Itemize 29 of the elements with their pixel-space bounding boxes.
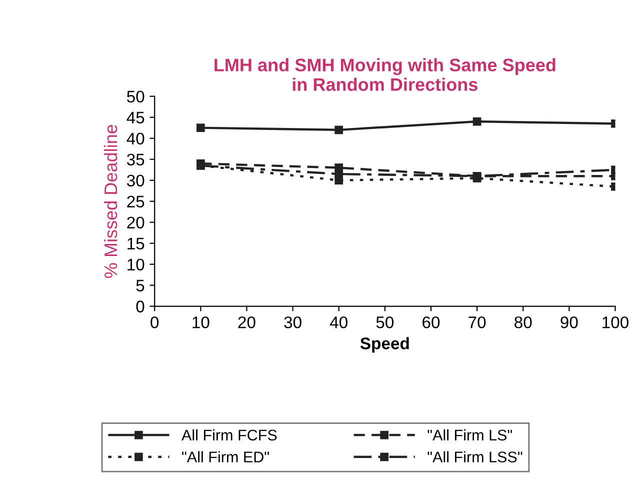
x-tick-label: 30 [284,316,302,328]
y-tick-label: 35 [126,154,144,166]
y-tick-label: 30 [126,174,144,187]
chart-title: LMH and SMH Moving with Same Speed in Random Directions [214,58,556,91]
legend-label: "All Firm LSS" [428,451,522,462]
x-tick-label: 80 [514,316,532,328]
x-tick-label: 20 [238,316,256,328]
y-tick-label: 10 [128,258,144,270]
legend-label: "All Firm LS" [428,429,512,441]
y-tick-label: 5 [136,280,144,292]
y-tick-label: 50 [127,90,144,103]
x-tick-label: 60 [422,316,440,328]
legend-label: "All Firm ED" [182,451,269,462]
y-tick-label: 45 [126,112,144,124]
y-tick-label: 25 [127,196,144,208]
x-tick-label: 50 [376,316,394,328]
y-tick-label: 0 [136,300,144,312]
x-axis-title: Speed [360,337,409,353]
x-tick-label: 90 [560,316,578,328]
x-tick-label: 40 [330,316,348,328]
y-tick-label: 20 [127,216,144,229]
x-tick-label: 0 [150,316,159,328]
y-tick-label: 40 [126,132,144,145]
y-axis-title: % Missed Deadline [104,124,118,278]
x-tick-label: 70 [468,316,486,328]
x-tick-label: 10 [192,316,210,328]
x-tick-label: 100 [602,316,628,328]
legend-label: All Firm FCFS [182,429,277,441]
y-tick-label: 15 [128,238,144,250]
